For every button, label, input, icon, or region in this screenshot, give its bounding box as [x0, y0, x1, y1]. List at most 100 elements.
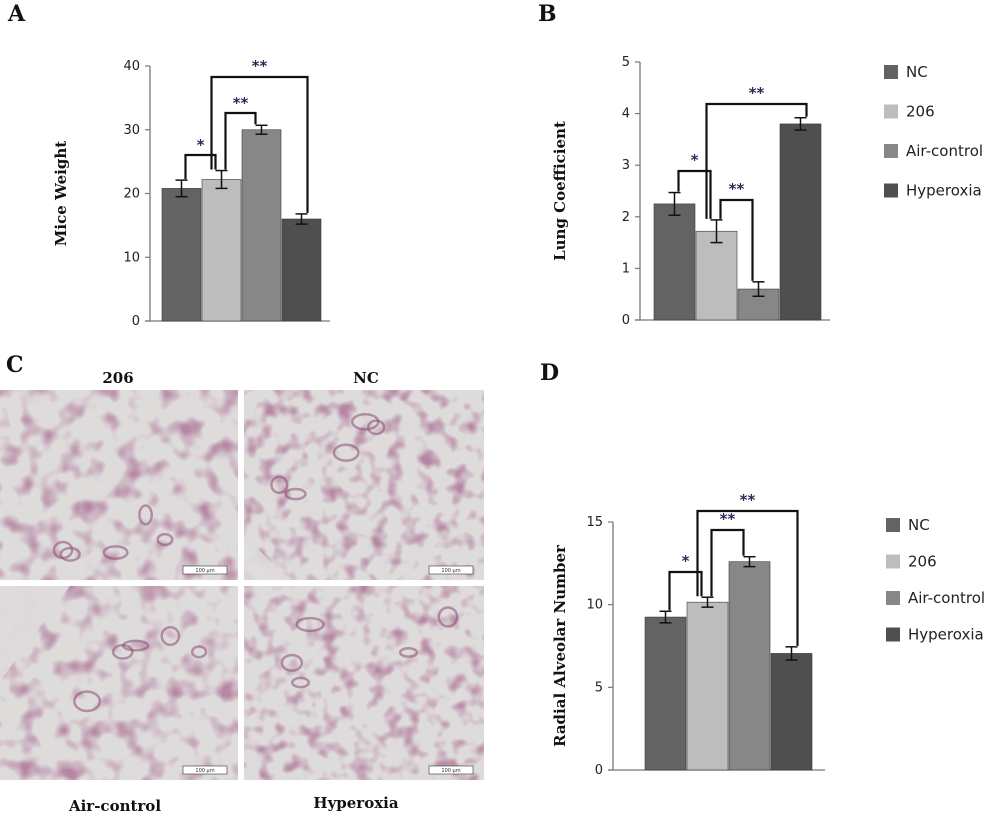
scale-bar-1 — [428, 565, 474, 575]
significance-label-a-0: * — [197, 136, 205, 154]
panel-label-d: D — [540, 360, 559, 386]
micrograph-vessel-1 — [366, 419, 386, 436]
y-tick-label-b: 2 — [622, 210, 630, 225]
micrograph-vessel-2 — [121, 639, 150, 652]
significance-label-d-1: ** — [720, 510, 736, 528]
legend-label-1: 206 — [906, 103, 935, 121]
scale-bar-label-0: 100 µm — [195, 568, 214, 574]
panel-label-c: C — [6, 352, 24, 378]
bar-a-3 — [281, 218, 322, 322]
scale-bar-2 — [182, 765, 228, 775]
micrograph-vessel-3 — [437, 606, 459, 628]
micrograph-label-air-control: Air-control — [68, 797, 161, 815]
y-tick-label-b: 0 — [622, 313, 630, 328]
legend-label-2: Air-control — [906, 142, 983, 160]
micrograph-2: 100 µm — [0, 586, 238, 780]
significance-bracket-a-0 — [184, 153, 217, 180]
significance-bracket-d-0 — [668, 570, 703, 611]
legend-swatch-2 — [886, 591, 900, 605]
micrograph-vessel-3 — [295, 616, 325, 633]
micrograph-vessel-3 — [280, 653, 304, 672]
y-axis-label-a: Mice Weight — [52, 141, 70, 246]
significance-bracket-d-1 — [710, 528, 745, 597]
y-tick-label-d: 5 — [595, 680, 603, 695]
significance-label-b-1: ** — [729, 180, 745, 198]
micrograph-vessel-0 — [138, 504, 153, 526]
micrograph-label-nc: NC — [353, 369, 379, 387]
significance-bracket-a-1 — [224, 111, 257, 170]
panel-label-a: A — [7, 1, 26, 27]
micrograph-0: 100 µm — [0, 390, 238, 580]
bar-d-0 — [644, 616, 687, 771]
scale-bar-3 — [428, 765, 474, 775]
y-tick-label-d: 0 — [595, 763, 603, 778]
micrograph-vessel-2 — [190, 645, 208, 659]
y-tick-label-a: 20 — [123, 187, 140, 202]
micrograph-vessel-0 — [156, 532, 174, 547]
micrograph-vessel-1 — [332, 443, 360, 462]
y-tick-label-a: 0 — [132, 314, 140, 329]
micrograph-label-206: 206 — [102, 369, 133, 387]
micrograph-label-hyperoxia: Hyperoxia — [313, 794, 398, 812]
bar-a-2 — [241, 129, 282, 322]
y-tick-label-a: 30 — [123, 123, 140, 138]
significance-bracket-b-0 — [677, 169, 712, 219]
legend-label-3: Hyperoxia — [906, 182, 982, 200]
significance-bracket-b-1 — [719, 198, 754, 281]
bar-b-3 — [779, 123, 822, 321]
scale-bar-0 — [182, 565, 228, 575]
micrograph-3: 100 µm — [244, 586, 484, 780]
legend-swatch-0 — [884, 65, 898, 79]
legend-swatch-0 — [886, 518, 900, 532]
panel-label-b: B — [538, 1, 557, 27]
micrograph-tissue-1 — [244, 390, 484, 580]
significance-label-a-2: ** — [252, 57, 268, 75]
significance-bracket-b-2 — [705, 102, 808, 219]
legend-swatch-2 — [884, 144, 898, 158]
legend-label-1: 206 — [908, 553, 937, 571]
legend-swatch-3 — [886, 627, 900, 642]
legend-swatch-1 — [884, 104, 898, 119]
legend-b: NC 206 Air-control Hyperoxia — [884, 63, 983, 200]
significance-bracket-a-2 — [210, 75, 309, 213]
micrograph-vessel-2 — [73, 690, 102, 713]
y-tick-label-b: 4 — [622, 107, 630, 122]
y-tick-label-b: 5 — [622, 55, 630, 70]
legend-swatch-3 — [884, 183, 898, 198]
legend-label-0: NC — [906, 63, 928, 81]
y-axis-label-b: Lung Coefficient — [551, 121, 569, 261]
legend-swatch-1 — [886, 554, 900, 569]
micrograph-vessel-3 — [398, 647, 419, 658]
significance-label-b-2: ** — [749, 84, 765, 102]
legend-label-3: Hyperoxia — [908, 626, 984, 644]
micrograph-1: 100 µm — [244, 390, 484, 580]
micrograph-grid: 100 µm 100 µm 100 µm 100 µm — [0, 390, 484, 780]
significance-label-b-0: * — [691, 151, 699, 169]
legend-d: NC 206 Air-control Hyperoxia — [886, 516, 985, 644]
y-tick-label-d: 15 — [586, 515, 603, 530]
y-tick-label-a: 40 — [123, 59, 140, 74]
scale-bar-label-1: 100 µm — [441, 568, 460, 574]
micrograph-vessel-0 — [59, 546, 81, 562]
y-tick-label-b: 1 — [622, 261, 630, 276]
micrograph-clear-region-2 — [0, 586, 70, 681]
bar-d-2 — [728, 561, 771, 771]
y-tick-label-a: 10 — [123, 250, 140, 265]
micrograph-vessel-1 — [284, 487, 307, 501]
y-tick-label-b: 3 — [622, 158, 630, 173]
bar-d-3 — [770, 653, 813, 771]
bar-d-1 — [686, 601, 729, 771]
bar-b-1 — [695, 230, 738, 321]
y-tick-label-d: 10 — [586, 598, 603, 613]
micrograph-vessel-3 — [291, 676, 311, 689]
significance-bracket-d-2 — [696, 509, 799, 646]
y-axis-label-d: Radial Alveolar Number — [551, 544, 569, 747]
legend-label-2: Air-control — [908, 589, 985, 607]
significance-label-d-2: ** — [740, 491, 756, 509]
micrograph-vessel-1 — [350, 412, 380, 431]
legend-label-0: NC — [908, 516, 930, 534]
